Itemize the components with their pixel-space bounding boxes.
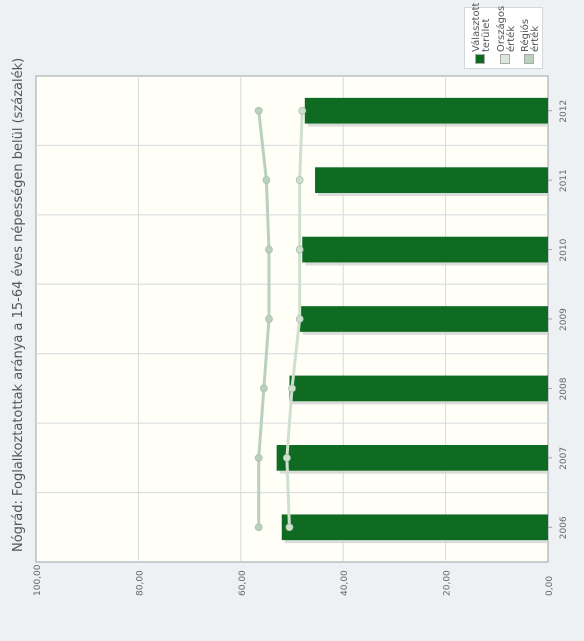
value-tick-label: 20,00 xyxy=(443,570,453,596)
bar xyxy=(281,514,548,541)
bar xyxy=(276,445,548,471)
category-label: 2010 xyxy=(559,238,569,261)
legend-label: Országos érték xyxy=(496,5,517,52)
legend-item-national-value[interactable]: Országos érték xyxy=(496,6,517,66)
legend-label: Régiós érték xyxy=(520,18,541,52)
series-point xyxy=(295,315,304,323)
value-tick-label: 40,00 xyxy=(340,570,350,596)
category-label: 2006 xyxy=(559,516,569,539)
category-label: 2012 xyxy=(559,100,569,123)
legend-swatch xyxy=(475,54,485,64)
series-point xyxy=(254,453,263,462)
value-axis-ticks: 0,00 20,00 40,00 60,00 80,00 100,00 xyxy=(33,564,555,596)
category-axis-labels: 2006 2007 2008 2009 2010 2011 2012 xyxy=(548,100,569,539)
line-series xyxy=(254,106,307,532)
value-tick-label: 100,00 xyxy=(33,564,43,596)
legend-label: Választott terület xyxy=(471,2,492,52)
series-point xyxy=(265,245,273,254)
series-point xyxy=(254,523,263,532)
series-point xyxy=(265,315,273,323)
legend-swatch xyxy=(500,54,510,64)
legend-item-regional-value[interactable]: Régiós érték xyxy=(520,10,541,66)
series-point xyxy=(288,384,296,393)
series-point xyxy=(262,176,271,185)
bar xyxy=(315,167,548,193)
category-label: 2009 xyxy=(559,308,569,331)
bar xyxy=(304,97,548,124)
series-point xyxy=(295,245,304,254)
legend-swatch xyxy=(524,54,534,64)
series-point xyxy=(295,176,304,185)
category-label: 2007 xyxy=(559,447,569,470)
category-label: 2011 xyxy=(559,169,569,192)
bar xyxy=(299,306,548,332)
bar-series xyxy=(276,97,548,544)
series-point xyxy=(282,453,291,462)
bar xyxy=(302,236,548,263)
series-point xyxy=(298,106,307,115)
legend: Választott terület Országos érték Régiós… xyxy=(464,3,543,69)
series-point xyxy=(285,523,294,532)
value-tick-label: 80,00 xyxy=(135,570,145,596)
legend-item-selected-area[interactable]: Választott terület xyxy=(471,3,492,66)
bar xyxy=(289,375,548,402)
chart-title: Nógrád: Foglalkoztatottak aránya a 15-64… xyxy=(11,58,26,552)
series-point xyxy=(259,384,268,393)
grid xyxy=(36,76,548,562)
category-label: 2008 xyxy=(559,377,569,400)
series-point xyxy=(254,106,263,115)
value-tick-label: 0,00 xyxy=(545,576,555,596)
value-tick-label: 60,00 xyxy=(238,570,248,596)
